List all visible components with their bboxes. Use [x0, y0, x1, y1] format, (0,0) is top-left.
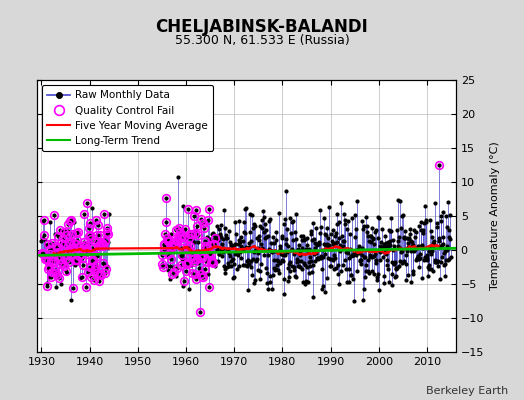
Text: 55.300 N, 61.533 E (Russia): 55.300 N, 61.533 E (Russia): [174, 34, 350, 47]
Y-axis label: Temperature Anomaly (°C): Temperature Anomaly (°C): [489, 142, 500, 290]
Text: CHELJABINSK-BALANDI: CHELJABINSK-BALANDI: [156, 18, 368, 36]
Text: Berkeley Earth: Berkeley Earth: [426, 386, 508, 396]
Legend: Raw Monthly Data, Quality Control Fail, Five Year Moving Average, Long-Term Tren: Raw Monthly Data, Quality Control Fail, …: [42, 85, 213, 151]
